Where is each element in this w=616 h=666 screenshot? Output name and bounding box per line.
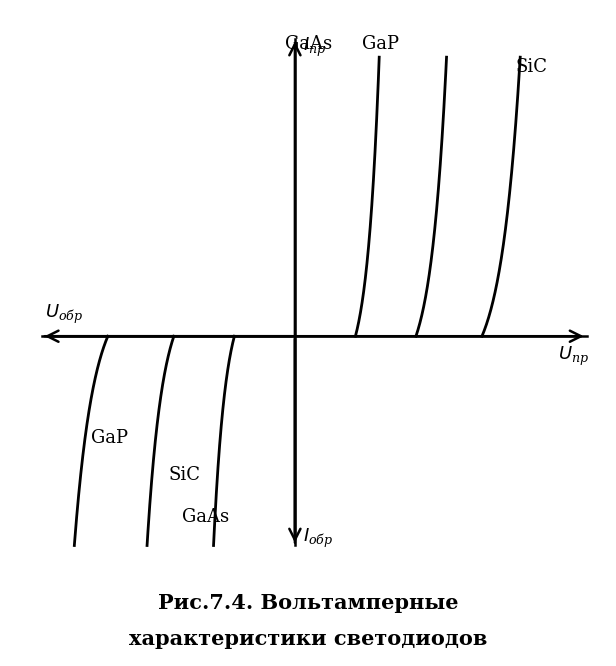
Text: $U_{\mathregular{обр}}$: $U_{\mathregular{обр}}$ [44, 303, 83, 326]
Text: $I_{\mathregular{обр}}$: $I_{\mathregular{обр}}$ [303, 527, 333, 550]
Text: SiC: SiC [516, 58, 548, 76]
Text: GaAs: GaAs [285, 35, 332, 53]
Text: GaP: GaP [362, 35, 399, 53]
Text: GaAs: GaAs [182, 508, 229, 526]
Text: Рис.7.4. Вольтамперные: Рис.7.4. Вольтамперные [158, 593, 458, 613]
Text: характеристики светодиодов: характеристики светодиодов [129, 629, 487, 649]
Text: $I_{\mathregular{пр}}$: $I_{\mathregular{пр}}$ [303, 36, 326, 59]
Text: $U_{\mathregular{пр}}$: $U_{\mathregular{пр}}$ [558, 344, 590, 368]
Text: SiC: SiC [168, 466, 200, 484]
Text: GaP: GaP [91, 429, 128, 448]
